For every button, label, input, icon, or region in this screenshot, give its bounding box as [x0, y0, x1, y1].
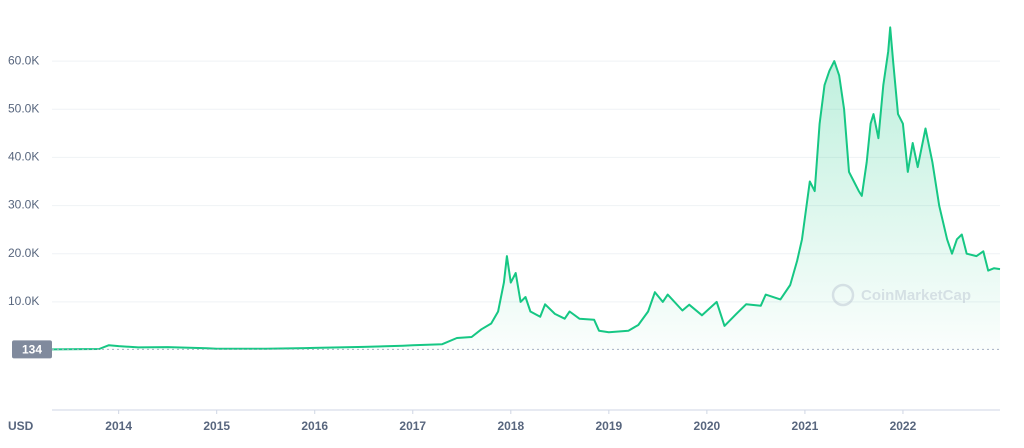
- currency-label: USD: [8, 419, 34, 433]
- y-tick-label: 10.0K: [8, 294, 39, 308]
- x-tick-label: 2017: [399, 419, 426, 433]
- watermark: CoinMarketCap: [831, 283, 971, 307]
- watermark-logo: [831, 283, 855, 307]
- y-tick-label: 30.0K: [8, 198, 39, 212]
- y-tick-label: 20.0K: [8, 246, 39, 260]
- start-value-label: 134: [22, 343, 42, 357]
- x-tick-label: 2016: [301, 419, 328, 433]
- y-tick-label: 50.0K: [8, 101, 39, 115]
- x-tick-label: 2020: [694, 419, 721, 433]
- x-tick-label: 2014: [105, 419, 132, 433]
- price-line: [51, 26, 1001, 351]
- x-tick-label: 2022: [890, 419, 917, 433]
- watermark-text: CoinMarketCap: [861, 287, 971, 304]
- x-tick-label: 2018: [497, 419, 524, 433]
- y-tick-label: 60.0K: [8, 53, 39, 67]
- price-area: [52, 27, 1000, 351]
- x-tick-label: 2019: [595, 419, 622, 433]
- start-value-box: [12, 340, 52, 359]
- x-tick-label: 2015: [203, 419, 230, 433]
- x-tick-label: 2021: [792, 419, 819, 433]
- y-tick-label: 40.0K: [8, 150, 39, 164]
- plot: [51, 26, 1001, 351]
